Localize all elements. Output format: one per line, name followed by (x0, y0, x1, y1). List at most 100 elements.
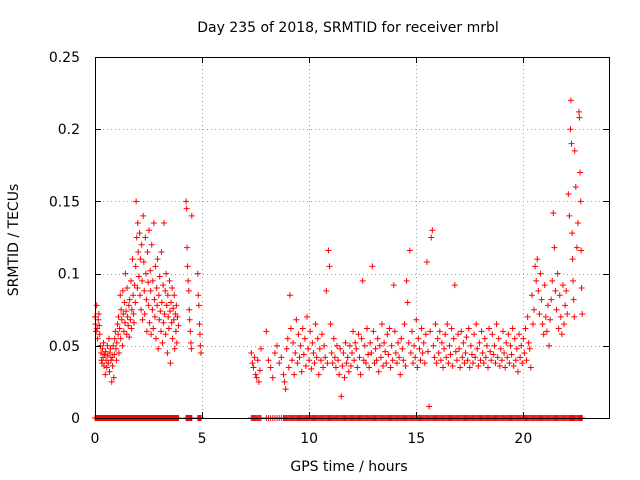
data-point (385, 351, 392, 358)
data-point (156, 273, 163, 280)
data-point (372, 345, 379, 352)
data-point (316, 345, 323, 352)
data-point (501, 350, 508, 357)
data-point (497, 345, 504, 352)
data-point (113, 339, 120, 346)
data-point (470, 360, 477, 367)
y-tick-label: 0.15 (49, 194, 80, 210)
data-point (334, 342, 341, 349)
data-point (342, 339, 349, 346)
data-point (150, 325, 157, 332)
data-point (118, 316, 125, 323)
data-point (578, 247, 585, 254)
data-point (432, 321, 439, 328)
data-point (160, 282, 167, 289)
data-point (327, 321, 334, 328)
data-point (483, 342, 490, 349)
data-point (135, 248, 142, 255)
data-point (132, 263, 139, 270)
data-point (514, 368, 521, 375)
data-point (568, 140, 575, 147)
data-point (493, 321, 500, 328)
data-point (126, 296, 133, 303)
data-point (491, 342, 498, 349)
data-point (113, 357, 120, 364)
data-point (155, 292, 162, 299)
data-point (430, 342, 437, 349)
data-point (115, 313, 122, 320)
data-point (546, 342, 553, 349)
data-point (421, 360, 428, 367)
data-point (401, 321, 408, 328)
data-point (411, 342, 418, 349)
data-point (489, 331, 496, 338)
data-point (539, 321, 546, 328)
data-point (128, 325, 135, 332)
data-point (510, 363, 517, 370)
data-point (165, 313, 172, 320)
data-point (482, 354, 489, 361)
data-point (365, 351, 372, 358)
data-point (353, 345, 360, 352)
data-point (465, 325, 472, 332)
data-point (154, 256, 161, 263)
data-point (108, 357, 115, 364)
data-point (355, 331, 362, 338)
data-point (427, 328, 434, 335)
data-point (352, 339, 359, 346)
data-point (573, 244, 580, 251)
data-point (132, 299, 139, 306)
data-point (164, 350, 171, 357)
data-point (142, 234, 149, 241)
data-point (562, 302, 569, 309)
data-point (136, 230, 143, 237)
data-point (442, 331, 449, 338)
data-point (498, 357, 505, 364)
data-point (153, 285, 160, 292)
data-point (120, 311, 127, 318)
data-point (148, 241, 155, 248)
data-point (127, 316, 134, 323)
data-point (345, 368, 352, 375)
data-point (121, 319, 128, 326)
data-point (449, 363, 456, 370)
data-point (437, 357, 444, 364)
data-point (263, 328, 270, 335)
data-point (569, 230, 576, 237)
plot-area-border (95, 57, 610, 419)
data-point (556, 292, 563, 299)
data-point (143, 328, 150, 335)
data-point (196, 331, 203, 338)
data-point (422, 331, 429, 338)
data-point (434, 335, 441, 342)
data-point (382, 348, 389, 355)
data-point (114, 321, 121, 328)
data-point (168, 299, 175, 306)
data-point (265, 357, 272, 364)
data-point (513, 345, 520, 352)
data-point (557, 313, 564, 320)
data-point (110, 342, 117, 349)
data-point (395, 339, 402, 346)
data-point (391, 328, 398, 335)
data-point (99, 345, 106, 352)
data-point (249, 360, 256, 367)
data-point (475, 363, 482, 370)
data-point (576, 108, 583, 115)
data-point (295, 331, 302, 338)
data-point (112, 345, 119, 352)
data-point (370, 328, 377, 335)
data-point (302, 363, 309, 370)
x-tick-label: 20 (514, 431, 532, 447)
data-point (304, 313, 311, 320)
data-point (183, 205, 190, 212)
data-point (373, 357, 380, 364)
data-point (293, 316, 300, 323)
data-point (572, 183, 579, 190)
data-point (256, 367, 263, 374)
data-point (294, 360, 301, 367)
data-point (251, 354, 258, 361)
data-point (547, 316, 554, 323)
data-point (502, 364, 509, 371)
data-point (119, 342, 126, 349)
